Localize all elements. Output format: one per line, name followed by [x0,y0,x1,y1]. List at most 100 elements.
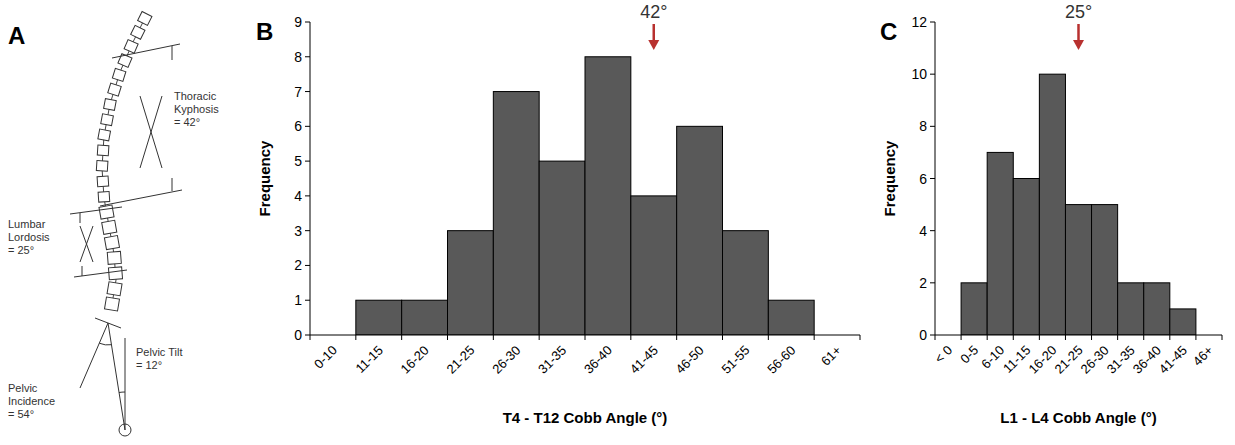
x-tick-label: 0-10 [311,343,340,372]
vertical-line [125,338,126,430]
bar [677,126,723,335]
bar [1065,205,1091,335]
label-line: = 54° [8,408,34,420]
x-axis-title: T4 - T12 Cobb Angle (°) [503,409,668,426]
y-tick-label: 4 [919,223,927,239]
x-tick [447,335,448,340]
x-tick [630,335,631,340]
x-tick-label: 56-60 [764,343,798,377]
x-tick-label: 26-30 [1078,343,1112,377]
y-tick [305,195,310,196]
x-tick [310,335,311,340]
y-tick-label: 3 [294,223,302,239]
x-tick [1091,335,1092,340]
angle-marker [172,178,173,191]
y-tick-label: 5 [294,153,302,169]
y-tick-label: 10 [911,66,927,82]
y-tick-label: 0 [294,327,302,343]
vertebra [97,145,109,156]
chart-panel: B01234567890-1011-1516-2021-2526-3031-35… [256,2,860,426]
x-tick-label: 51-55 [718,343,752,377]
bar [448,231,494,335]
bar [1092,205,1118,335]
y-tick [930,126,935,127]
diagram-label: ThoracicKyphosis= 42° [174,90,219,128]
vertebra [104,236,119,250]
vertebra [101,114,114,126]
annotation-label: 42° [640,2,667,22]
y-tick-label: 0 [919,327,927,343]
x-tick-label: 46+ [1190,343,1216,369]
x-tick [585,335,586,340]
label-line: Lumbar [8,218,46,230]
y-tick [305,335,310,336]
label-line: = 12° [136,359,162,371]
vertebra [99,205,114,219]
vertebra [112,68,125,81]
bar [1170,309,1196,335]
y-axis-title: Frequency [256,140,273,217]
y-tick [305,300,310,301]
x-tick-label: < 0 [932,342,956,366]
spine-line [102,14,147,304]
label-line: Thoracic [174,90,217,102]
x-tick [1065,335,1066,340]
bar [1118,283,1144,335]
x-tick-label: 36-40 [1130,343,1164,377]
perpendicular-line [80,323,108,388]
endplate-line [112,44,180,58]
hip-axis-line [108,323,125,430]
bar [723,231,769,335]
y-axis [310,22,311,335]
label-line: = 25° [8,244,34,256]
x-tick-label: 21-25 [443,343,477,377]
angle-line [80,226,93,262]
bars [356,57,814,335]
diagram-label: PelvicIncidence= 54° [8,382,55,420]
x-tick [814,335,815,340]
vertebra [108,83,121,96]
x-tick-label: 26-30 [489,343,523,377]
incidence-arc [99,343,111,345]
y-tick [305,56,310,57]
panel-letter: C [880,18,897,45]
x-tick-label: 11-15 [352,343,385,376]
angle-marker [82,266,83,276]
x-tick [1143,335,1144,340]
endplate-line [100,190,182,206]
annotation-arrowhead [648,40,659,50]
vertebra [124,40,138,54]
tilt-arc [119,392,125,394]
label-line: = 42° [174,116,200,128]
y-tick [930,74,935,75]
x-tick [401,335,402,340]
y-tick [930,22,935,23]
y-tick [305,91,310,92]
x-tick [1195,335,1196,340]
x-tick-label: 21-25 [1052,343,1086,377]
label-line: Kyphosis [174,103,219,115]
x-tick-label: 0-5 [957,342,981,366]
angle-line [140,96,162,168]
annotation-arrowhead [1073,40,1084,50]
x-tick [961,335,962,340]
y-tick [305,230,310,231]
x-tick [1039,335,1040,340]
x-tick-label: 41-45 [1156,343,1190,377]
label-line: Pelvic Tilt [136,346,182,358]
bar [1144,283,1170,335]
diagram-label: LumbarLordosis= 25° [8,218,50,256]
label-line: Lordosis [8,231,50,243]
annotation-arrow [1077,24,1080,42]
vertebra [96,161,108,172]
y-tick [305,22,310,23]
x-tick [1013,335,1014,340]
vertebra [138,12,152,26]
y-tick-label: 8 [294,49,302,65]
y-tick [930,282,935,283]
chart-panel: C024681012< 00-56-1011-1516-2021-2526-30… [880,2,1222,426]
vertebra [105,297,120,311]
vertebra [107,282,122,296]
y-tick [305,161,310,162]
x-tick [1117,335,1118,340]
